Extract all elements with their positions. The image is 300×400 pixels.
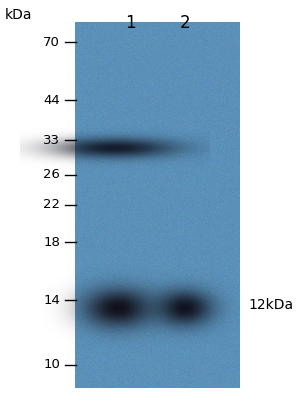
Text: 12kDa: 12kDa bbox=[248, 298, 293, 312]
Text: 33: 33 bbox=[43, 134, 60, 146]
Text: 14: 14 bbox=[43, 294, 60, 306]
Text: 26: 26 bbox=[43, 168, 60, 182]
Text: 2: 2 bbox=[180, 14, 190, 32]
Text: 70: 70 bbox=[43, 36, 60, 48]
Text: 18: 18 bbox=[43, 236, 60, 248]
Text: kDa: kDa bbox=[5, 8, 32, 22]
Text: 1: 1 bbox=[125, 14, 135, 32]
Text: 22: 22 bbox=[43, 198, 60, 212]
Text: 10: 10 bbox=[43, 358, 60, 372]
Text: 44: 44 bbox=[43, 94, 60, 106]
